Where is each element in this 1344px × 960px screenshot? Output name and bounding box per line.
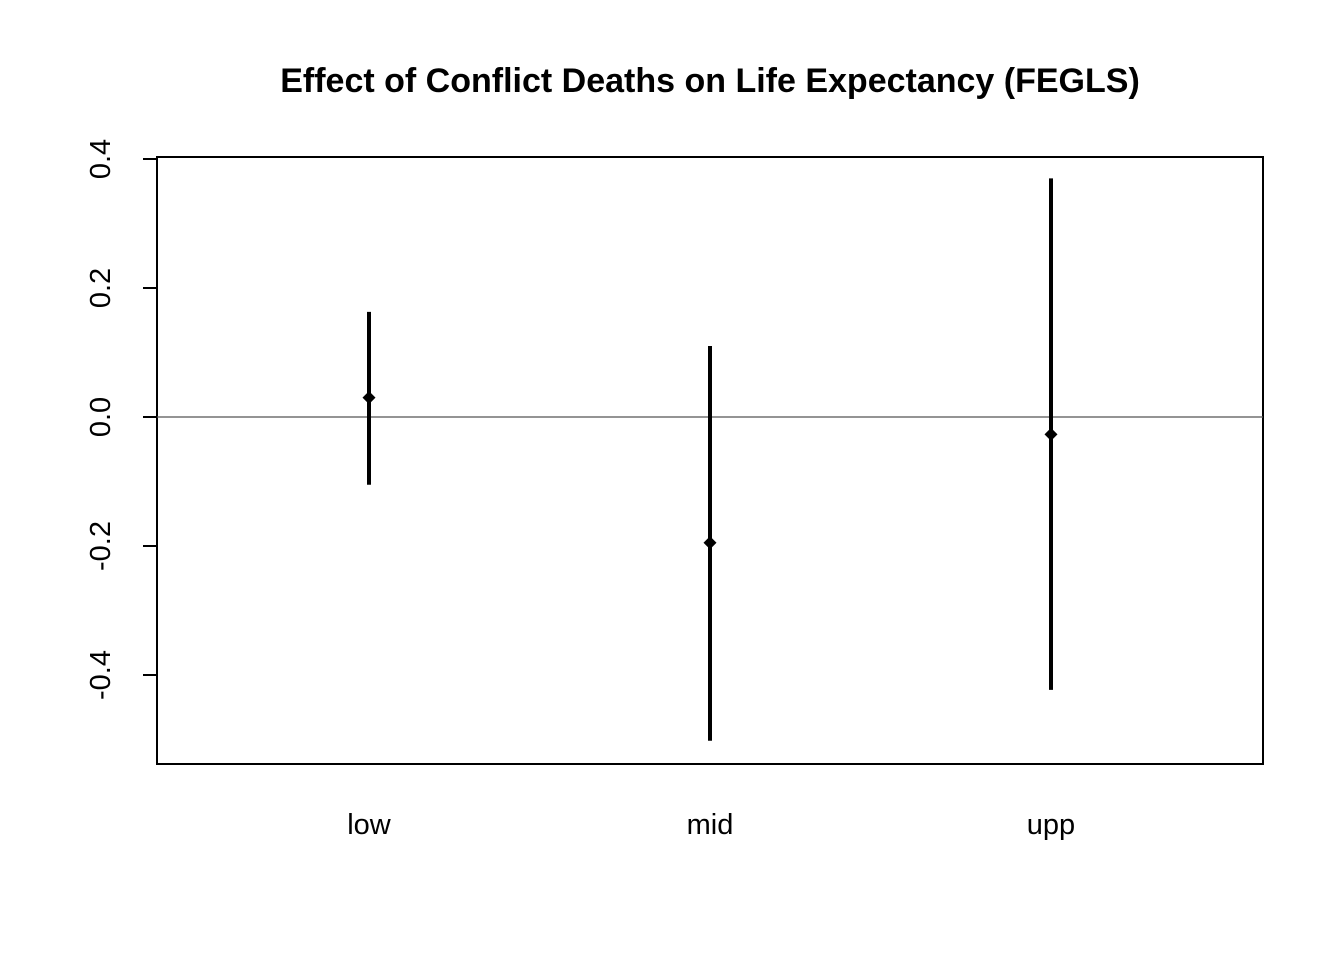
- x-category-label: upp: [1027, 809, 1075, 841]
- y-axis: -0.4 -0.2 0.0 0.2 0.4: [85, 139, 158, 700]
- y-tick-label: 0.0: [85, 397, 117, 437]
- x-category-label: low: [347, 809, 392, 841]
- x-axis-labels: low mid upp: [347, 809, 1075, 841]
- y-tick-label: -0.2: [85, 521, 117, 571]
- y-tick-label: 0.2: [85, 268, 117, 308]
- point-estimate-low: [362, 391, 376, 405]
- x-category-label: mid: [687, 809, 734, 841]
- estimate-series: [362, 178, 1058, 741]
- y-tick-label: -0.4: [85, 650, 117, 700]
- chart-title: Effect of Conflict Deaths on Life Expect…: [280, 62, 1140, 100]
- point-estimate-mid: [703, 536, 717, 550]
- y-tick-label: 0.4: [85, 139, 117, 179]
- point-estimate-upp: [1044, 427, 1058, 441]
